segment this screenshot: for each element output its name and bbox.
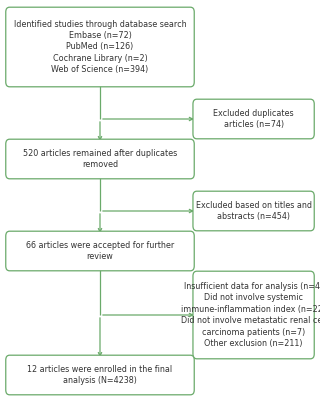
Text: Excluded duplicates
articles (n=74): Excluded duplicates articles (n=74) — [213, 109, 294, 129]
Text: 12 articles were enrolled in the final
analysis (N=4238): 12 articles were enrolled in the final a… — [28, 365, 172, 385]
FancyBboxPatch shape — [6, 231, 194, 271]
FancyBboxPatch shape — [6, 7, 194, 87]
Text: Identified studies through database search
Embase (n=72)
PubMed (n=126)
Cochrane: Identified studies through database sear… — [14, 20, 186, 74]
FancyBboxPatch shape — [6, 355, 194, 395]
Text: 66 articles were accepted for further
review: 66 articles were accepted for further re… — [26, 241, 174, 261]
FancyBboxPatch shape — [6, 139, 194, 179]
Text: Insufficient data for analysis (n=4)
Did not involve systemic
immune-inflammatio: Insufficient data for analysis (n=4) Did… — [181, 282, 320, 348]
FancyBboxPatch shape — [193, 271, 314, 359]
FancyBboxPatch shape — [193, 99, 314, 139]
Text: 520 articles remained after duplicates
removed: 520 articles remained after duplicates r… — [23, 149, 177, 169]
Text: Excluded based on titles and
abstracts (n=454): Excluded based on titles and abstracts (… — [196, 201, 312, 221]
FancyBboxPatch shape — [193, 191, 314, 231]
